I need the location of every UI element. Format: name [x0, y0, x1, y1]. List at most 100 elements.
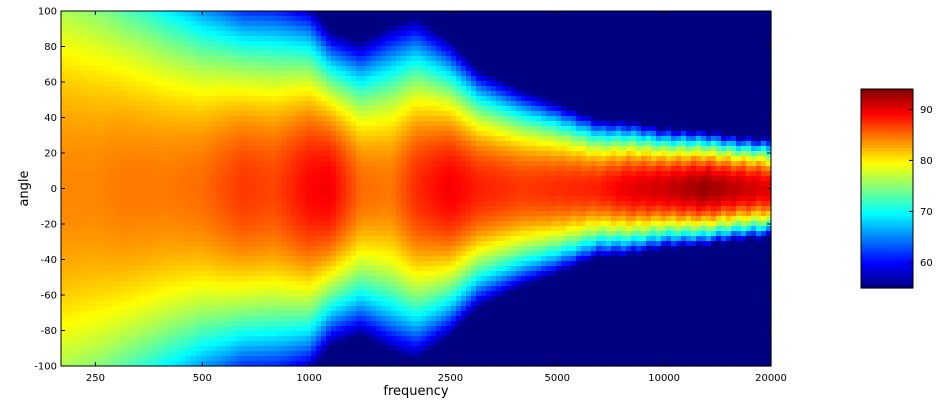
heatmap-cell — [281, 96, 287, 102]
heatmap-cell — [81, 36, 87, 42]
heatmap-cell — [216, 156, 222, 162]
heatmap-cell — [411, 101, 417, 107]
heatmap-cell — [246, 236, 252, 242]
heatmap-cell — [156, 76, 162, 82]
heatmap-cell — [96, 171, 102, 177]
heatmap-cell — [146, 316, 152, 322]
heatmap-cell — [146, 111, 152, 117]
heatmap-cell — [166, 356, 172, 362]
heatmap-cell — [361, 61, 367, 67]
heatmap-cell — [351, 281, 357, 287]
heatmap-cell — [96, 51, 102, 57]
heatmap-cell — [231, 256, 237, 262]
heatmap-cell — [186, 166, 192, 172]
heatmap-cell — [201, 116, 207, 122]
heatmap-cell — [286, 16, 292, 22]
heatmap-cell — [86, 196, 92, 202]
heatmap-cell — [136, 261, 142, 267]
heatmap-cell — [326, 71, 332, 77]
heatmap-cell — [331, 161, 337, 167]
heatmap-cell — [296, 46, 302, 52]
heatmap-cell — [191, 301, 197, 307]
heatmap-cell — [266, 306, 272, 312]
heatmap-cell — [86, 76, 92, 82]
heatmap-cell — [131, 96, 137, 102]
heatmap-cell — [326, 36, 332, 42]
heatmap-cell — [281, 231, 287, 237]
heatmap-cell — [161, 111, 167, 117]
heatmap-cell — [91, 256, 97, 262]
heatmap-cell — [101, 251, 107, 257]
heatmap-cell — [126, 226, 132, 232]
heatmap-cell — [81, 26, 87, 32]
heatmap-cell — [286, 186, 292, 192]
heatmap-cell — [316, 306, 322, 312]
heatmap-cell — [126, 186, 132, 192]
heatmap-cell — [351, 331, 357, 337]
heatmap-cell — [336, 131, 342, 137]
heatmap-cell — [141, 211, 147, 217]
heatmap-cell — [261, 311, 267, 317]
heatmap-cell — [191, 101, 197, 107]
heatmap-cell — [361, 221, 367, 227]
heatmap-cell — [86, 21, 92, 27]
heatmap-cell — [251, 326, 257, 332]
heatmap-cell — [341, 56, 347, 62]
heatmap-cell — [246, 21, 252, 27]
heatmap-cell — [351, 251, 357, 257]
heatmap-cell — [301, 241, 307, 247]
heatmap-cell — [341, 126, 347, 132]
heatmap-cell — [241, 236, 247, 242]
heatmap-cell — [261, 21, 267, 27]
heatmap-cell — [331, 76, 337, 82]
heatmap-cell — [61, 56, 67, 62]
heatmap-cell — [266, 241, 272, 247]
heatmap-cell — [271, 351, 277, 357]
heatmap-cell — [221, 126, 227, 132]
heatmap-cell — [171, 166, 177, 172]
heatmap-cell — [261, 141, 267, 147]
heatmap-cell — [246, 126, 252, 132]
heatmap-cell — [351, 46, 357, 52]
heatmap-cell — [231, 76, 237, 82]
heatmap-cell — [281, 286, 287, 292]
heatmap-cell — [386, 176, 392, 182]
heatmap-cell — [291, 156, 297, 162]
heatmap-cell — [231, 101, 237, 107]
heatmap-cell — [176, 271, 182, 277]
heatmap-cell — [181, 76, 187, 82]
heatmap-cell — [336, 161, 342, 167]
heatmap-cell — [361, 191, 367, 197]
heatmap-cell — [331, 121, 337, 127]
heatmap-cell — [61, 286, 67, 292]
heatmap-cell — [361, 241, 367, 247]
heatmap-cell — [91, 131, 97, 137]
heatmap-cell — [246, 161, 252, 167]
heatmap-cell — [341, 61, 347, 67]
heatmap-cell — [286, 356, 292, 362]
heatmap-cell — [396, 91, 402, 97]
heatmap-cell — [221, 156, 227, 162]
heatmap-cell — [396, 351, 402, 357]
heatmap-cell — [251, 141, 257, 147]
heatmap-cell — [191, 251, 197, 257]
heatmap-cell — [406, 241, 412, 247]
heatmap-cell — [211, 116, 217, 122]
heatmap-cell — [136, 191, 142, 197]
heatmap-cell — [231, 36, 237, 42]
heatmap-cell — [236, 46, 242, 52]
heatmap-cell — [236, 281, 242, 287]
heatmap-cell — [296, 151, 302, 157]
heatmap-cell — [356, 86, 362, 92]
heatmap-cell — [256, 61, 262, 67]
heatmap-cell — [396, 191, 402, 197]
heatmap-cell — [316, 96, 322, 102]
heatmap-cell — [346, 236, 352, 242]
heatmap-cell — [146, 16, 152, 22]
heatmap-cell — [121, 176, 127, 182]
heatmap-cell — [391, 326, 397, 332]
heatmap-cell — [201, 26, 207, 32]
heatmap-cell — [101, 21, 107, 27]
heatmap-cell — [291, 226, 297, 232]
heatmap-cell — [146, 171, 152, 177]
